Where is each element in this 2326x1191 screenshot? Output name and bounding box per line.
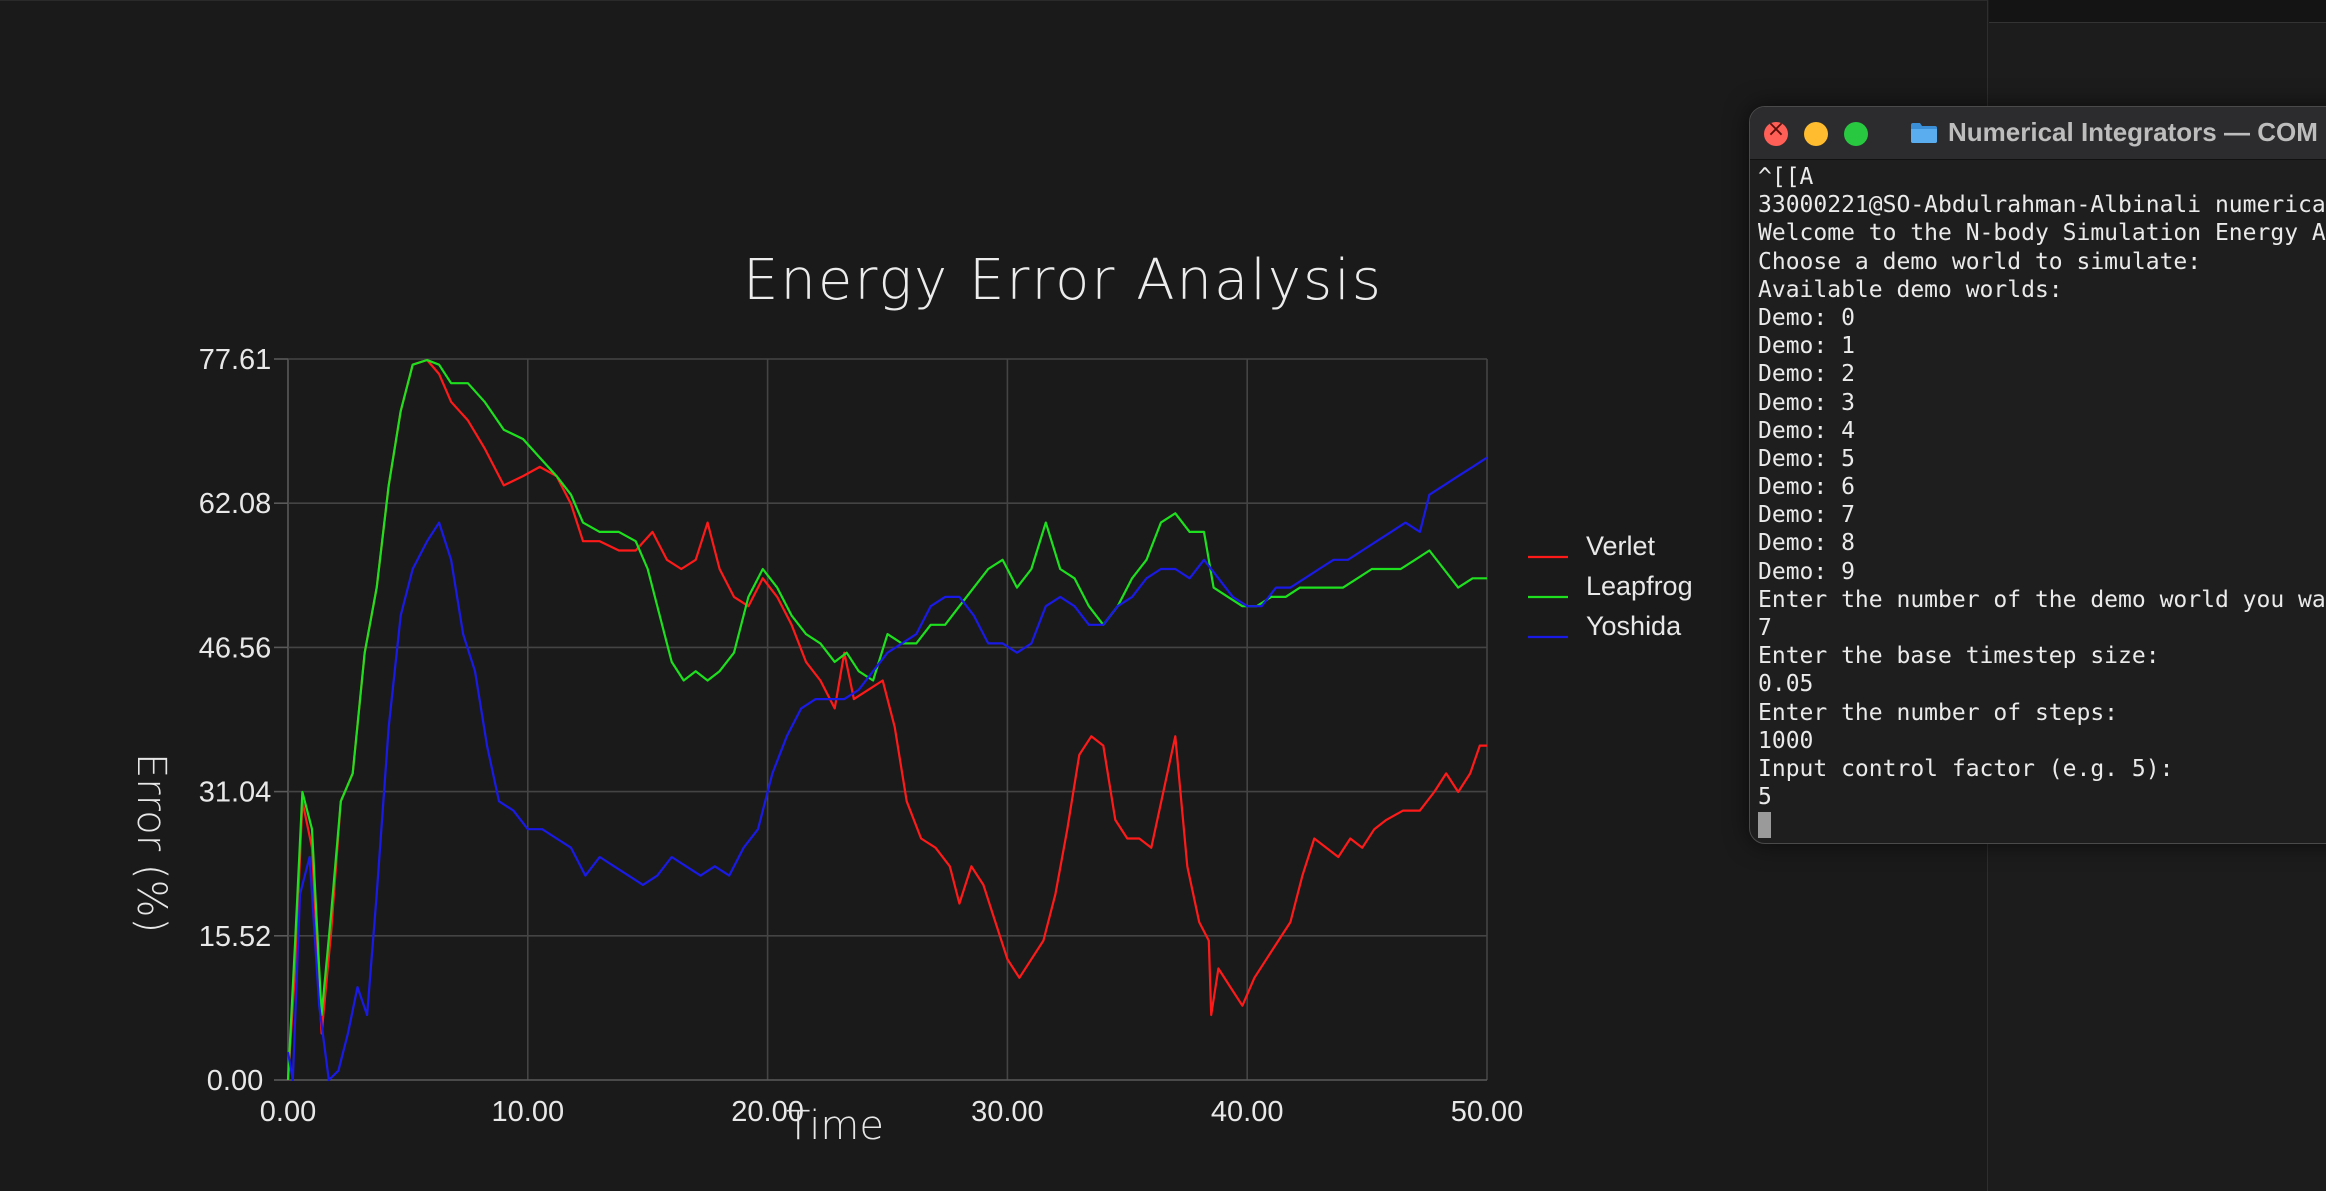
terminal-line: Demo: 3 [1758,389,1855,416]
terminal-line: Enter the number of the demo world you w… [1758,586,2326,613]
series-line-leapfrog [286,358,1487,1081]
chart-grid [274,358,1488,1081]
terminal-line: 5 [1758,784,1772,811]
terminal-line: Enter the base timestep size: [1758,643,2160,670]
terminal-line: Choose a demo world to simulate: [1758,248,2202,275]
minimize-button[interactable] [1804,122,1828,146]
terminal-prompt-line[interactable] [1758,811,2326,839]
y-tick-label: 31.04 [199,777,272,809]
x-tick-label: 0.00 [260,1096,316,1128]
chart-series [286,358,1488,1082]
legend-label-leapfrog: Leapfrog [1586,571,1693,601]
terminal-titlebar[interactable]: Numerical Integrators — COM [1750,107,2326,160]
terminal-line: Demo: 8 [1758,530,1855,557]
series-line-verlet [286,358,1487,1081]
y-tick-label: 62.08 [199,488,272,520]
energy-error-chart: Energy Error Analysis 0.00 10.00 20.00 30.0… [128,248,1693,1149]
maximize-button[interactable] [1844,122,1868,146]
chart-ticks: 0.00 10.00 20.00 30.00 40.00 50.00 0.00 15.52 31… [199,344,1524,1128]
terminal-line: ^[[A [1758,164,1814,190]
terminal-line: 1000 [1758,727,1814,754]
terminal-line: Demo: 5 [1758,445,1855,472]
y-tick-label: 15.52 [199,921,272,953]
series-line-yoshida [286,456,1488,1082]
x-tick-label: 30.00 [971,1096,1044,1128]
y-tick-label: 0.00 [207,1065,263,1097]
terminal-line: Demo: 9 [1758,558,1855,585]
terminal-line: Available demo worlds: [1758,276,2063,303]
plot-window[interactable]: Energy Error Analysis 0.00 10.00 20.00 30.0… [0,0,1988,1191]
close-button[interactable] [1764,117,1788,146]
terminal-line: Demo: 1 [1758,333,1855,360]
terminal-title: Numerical Integrators — COM [1948,117,2318,147]
x-tick-label: 50.00 [1451,1096,1524,1128]
y-tick-label: 77.61 [199,344,272,376]
terminal-line: 0.05 [1758,671,1814,698]
terminal-line: Input control factor (e.g. 5): [1758,755,2174,782]
x-axis-label: Time [786,1103,884,1149]
background-window-edge [1989,0,2326,23]
terminal-line: Demo: 6 [1758,474,1855,501]
terminal-line: Welcome to the N-body Simulation Energy … [1758,220,2326,247]
terminal-line: Demo: 0 [1758,304,1855,331]
y-axis-label: Error (%) [128,753,174,933]
chart-title: Energy Error Analysis [743,248,1383,313]
terminal-line: Demo: 2 [1758,361,1855,388]
legend-label-yoshida: Yoshida [1586,611,1682,641]
terminal-line: 7 [1758,615,1772,641]
terminal-window[interactable]: Numerical Integrators — COM ^[[A33000221… [1749,106,2326,844]
terminal-line: 33000221@SO-Abdulrahman-Albinali numeric… [1758,192,2326,219]
terminal-line: Demo: 7 [1758,502,1855,529]
text-cursor [1758,812,1771,839]
x-tick-label: 20.00 [731,1096,804,1128]
folder-icon [1911,123,1937,143]
x-tick-label: 40.00 [1211,1096,1284,1128]
legend-label-verlet: Verlet [1586,531,1656,561]
x-tick-label: 10.00 [492,1096,565,1128]
chart-legend: Verlet Leapfrog Yoshida [1528,531,1693,641]
terminal-output[interactable]: ^[[A 33000221@SO-Abdulrahman-Albinali num… [1758,163,2326,843]
terminal-line: Demo: 4 [1758,417,1855,444]
terminal-line: Enter the number of steps: [1758,699,2119,726]
y-tick-label: 46.56 [199,632,272,664]
